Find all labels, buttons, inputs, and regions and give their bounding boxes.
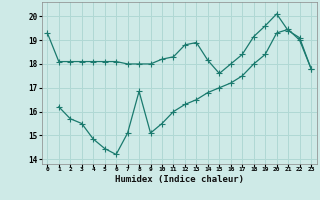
- X-axis label: Humidex (Indice chaleur): Humidex (Indice chaleur): [115, 175, 244, 184]
